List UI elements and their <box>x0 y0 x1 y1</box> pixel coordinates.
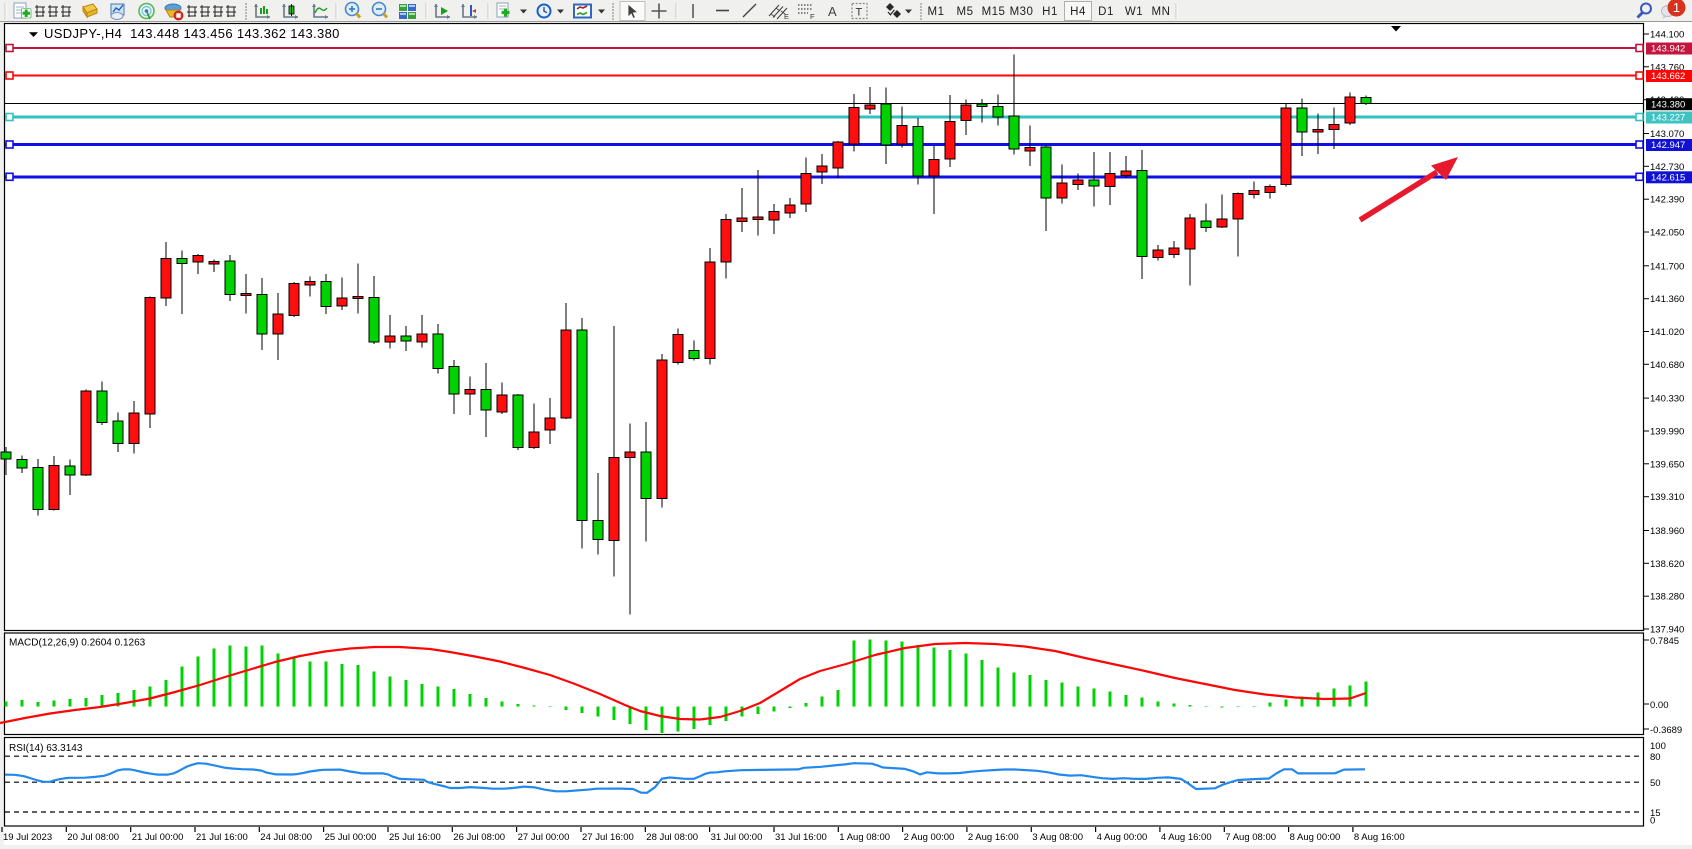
svg-text:USDJPY-,H4 143.448 143.456 14: USDJPY-,H4 143.448 143.456 143.362 143.3… <box>44 26 340 41</box>
svg-text:142.050: 142.050 <box>1650 228 1684 239</box>
svg-text:27 Jul 16:00: 27 Jul 16:00 <box>582 832 634 843</box>
svg-text:24 Jul 08:00: 24 Jul 08:00 <box>260 832 312 843</box>
svg-text:141.360: 141.360 <box>1650 294 1684 305</box>
svg-text:141.020: 141.020 <box>1650 327 1684 338</box>
svg-text:142.947: 142.947 <box>1651 140 1685 151</box>
svg-text:31 Jul 16:00: 31 Jul 16:00 <box>775 832 827 843</box>
svg-text:H4: H4 <box>1070 6 1086 18</box>
svg-text:31 Jul 00:00: 31 Jul 00:00 <box>711 832 763 843</box>
svg-text:0: 0 <box>1650 816 1655 827</box>
svg-text:M30: M30 <box>1010 6 1034 18</box>
svg-text:20 Jul 08:00: 20 Jul 08:00 <box>67 832 119 843</box>
svg-text:1 Aug 08:00: 1 Aug 08:00 <box>839 832 890 843</box>
svg-text:143.662: 143.662 <box>1651 71 1685 82</box>
svg-text:100: 100 <box>1650 741 1666 752</box>
svg-text:0.00: 0.00 <box>1650 700 1669 711</box>
svg-text:-0.3689: -0.3689 <box>1650 725 1682 736</box>
svg-text:M1: M1 <box>928 6 945 18</box>
svg-text:8 Aug 00:00: 8 Aug 00:00 <box>1290 832 1341 843</box>
svg-text:138.280: 138.280 <box>1650 592 1684 603</box>
svg-text:50: 50 <box>1650 778 1661 789</box>
svg-text:1: 1 <box>1673 0 1680 15</box>
svg-text:19 Jul 2023: 19 Jul 2023 <box>3 832 52 843</box>
svg-text:142.615: 142.615 <box>1651 172 1685 183</box>
svg-text:MN: MN <box>1152 6 1171 18</box>
svg-text:28 Jul 08:00: 28 Jul 08:00 <box>646 832 698 843</box>
svg-text:E: E <box>784 12 789 21</box>
svg-text:143.942: 143.942 <box>1651 44 1685 55</box>
svg-text:27 Jul 00:00: 27 Jul 00:00 <box>518 832 570 843</box>
svg-text:141.700: 141.700 <box>1650 261 1684 272</box>
svg-text:A: A <box>828 4 837 19</box>
svg-text:139.310: 139.310 <box>1650 492 1684 503</box>
svg-text:H1: H1 <box>1042 6 1058 18</box>
svg-text:138.620: 138.620 <box>1650 559 1684 570</box>
svg-text:137.940: 137.940 <box>1650 625 1684 636</box>
svg-text:W1: W1 <box>1125 6 1143 18</box>
svg-text:144.100: 144.100 <box>1650 30 1684 41</box>
svg-text:139.990: 139.990 <box>1650 427 1684 438</box>
svg-text:140.680: 140.680 <box>1650 360 1684 371</box>
svg-text:139.650: 139.650 <box>1650 459 1684 470</box>
svg-text:M15: M15 <box>982 6 1006 18</box>
svg-text:15: 15 <box>1650 808 1661 819</box>
svg-text:MACD(12,26,9) 0.2604 0.1263: MACD(12,26,9) 0.2604 0.1263 <box>9 638 146 649</box>
svg-text:0.7845: 0.7845 <box>1650 636 1679 647</box>
svg-text:143.760: 143.760 <box>1650 62 1684 73</box>
svg-text:26 Jul 08:00: 26 Jul 08:00 <box>453 832 505 843</box>
svg-text:25 Jul 16:00: 25 Jul 16:00 <box>389 832 441 843</box>
svg-text:F: F <box>810 12 815 21</box>
svg-text:2 Aug 16:00: 2 Aug 16:00 <box>968 832 1019 843</box>
svg-text:7 Aug 08:00: 7 Aug 08:00 <box>1225 832 1276 843</box>
svg-text:142.730: 142.730 <box>1650 162 1684 173</box>
svg-text:8 Aug 16:00: 8 Aug 16:00 <box>1354 832 1405 843</box>
svg-text:4 Aug 16:00: 4 Aug 16:00 <box>1161 832 1212 843</box>
svg-text:143.070: 143.070 <box>1650 129 1684 140</box>
svg-text:143.380: 143.380 <box>1651 99 1685 110</box>
svg-text:4 Aug 00:00: 4 Aug 00:00 <box>1097 832 1148 843</box>
svg-text:RSI(14) 63.3143: RSI(14) 63.3143 <box>9 743 83 754</box>
svg-text:D1: D1 <box>1098 6 1114 18</box>
svg-text:143.227: 143.227 <box>1651 113 1685 124</box>
svg-text:M5: M5 <box>957 6 974 18</box>
svg-text:T: T <box>856 7 863 19</box>
svg-text:138.960: 138.960 <box>1650 526 1684 537</box>
svg-text:21 Jul 00:00: 21 Jul 00:00 <box>132 832 184 843</box>
svg-text:140.330: 140.330 <box>1650 394 1684 405</box>
svg-text:3 Aug 08:00: 3 Aug 08:00 <box>1032 832 1083 843</box>
svg-text:2 Aug 00:00: 2 Aug 00:00 <box>904 832 955 843</box>
svg-text:21 Jul 16:00: 21 Jul 16:00 <box>196 832 248 843</box>
svg-text:142.390: 142.390 <box>1650 195 1684 206</box>
svg-text:80: 80 <box>1650 752 1661 763</box>
svg-text:25 Jul 00:00: 25 Jul 00:00 <box>325 832 377 843</box>
